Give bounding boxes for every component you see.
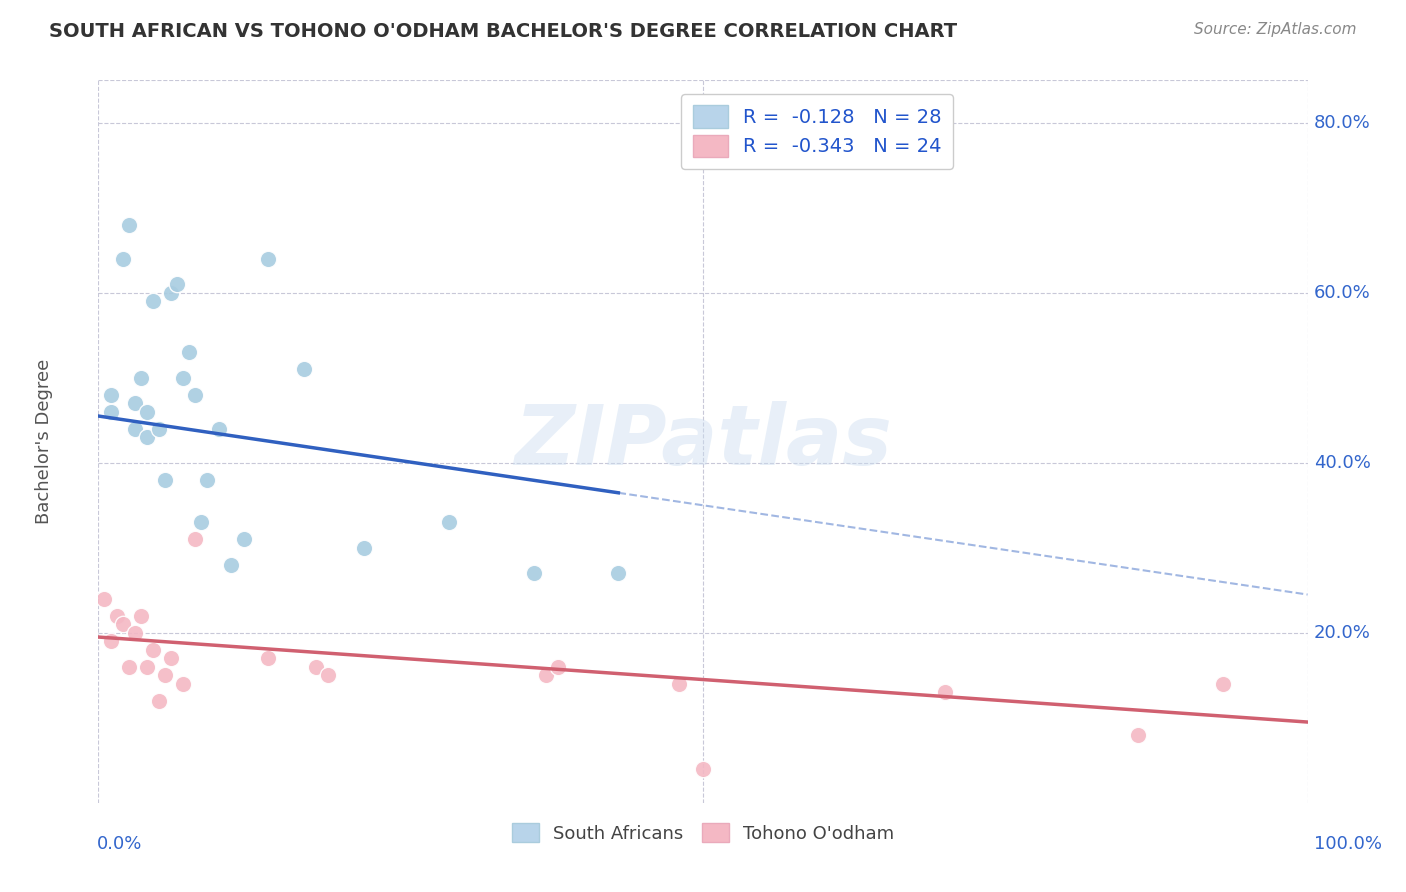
Point [437,516,460,530]
Point [100,388,122,402]
Legend: South Africans, Tohono O'odham: South Africans, Tohono O'odham [503,814,903,852]
Point [160,651,183,665]
Point [184,533,207,547]
Point [118,660,141,674]
Point [523,566,546,581]
Text: 80.0%: 80.0% [1313,114,1371,132]
Text: SOUTH AFRICAN VS TOHONO O'ODHAM BACHELOR'S DEGREE CORRELATION CHART: SOUTH AFRICAN VS TOHONO O'ODHAM BACHELOR… [49,22,957,41]
Point [256,651,278,665]
Point [692,762,714,776]
Point [160,285,183,300]
Point [142,642,165,657]
Point [316,668,339,682]
Point [124,396,146,410]
Point [105,608,128,623]
Text: Source: ZipAtlas.com: Source: ZipAtlas.com [1194,22,1357,37]
Point [172,677,194,691]
Point [118,218,141,232]
Point [100,405,122,419]
Point [934,685,956,699]
Text: 40.0%: 40.0% [1313,454,1371,472]
Point [124,422,146,436]
Text: 20.0%: 20.0% [1313,624,1371,642]
Text: ZIPatlas: ZIPatlas [515,401,891,482]
Point [166,277,188,292]
Text: 60.0%: 60.0% [1313,284,1371,301]
Point [179,345,201,359]
Point [124,625,146,640]
Point [148,422,170,436]
Point [195,473,218,487]
Point [353,541,375,555]
Point [668,677,690,691]
Point [100,634,122,648]
Point [1128,728,1150,742]
Point [232,533,254,547]
Point [153,473,176,487]
Point [135,405,157,419]
Text: 0.0%: 0.0% [97,835,142,854]
Text: 100.0%: 100.0% [1313,835,1382,854]
Point [148,694,170,708]
Point [135,430,157,444]
Point [534,668,557,682]
Point [607,566,630,581]
Point [172,371,194,385]
Text: Bachelor's Degree: Bachelor's Degree [35,359,53,524]
Point [292,362,315,376]
Point [256,252,278,266]
Point [208,422,231,436]
Point [129,371,152,385]
Point [184,388,207,402]
Point [111,617,134,632]
Point [221,558,243,572]
Point [142,294,165,309]
Point [547,660,569,674]
Point [129,608,152,623]
Point [190,516,212,530]
Point [1212,677,1234,691]
Point [111,252,134,266]
Point [135,660,157,674]
Point [153,668,176,682]
Point [305,660,328,674]
Point [93,591,115,606]
